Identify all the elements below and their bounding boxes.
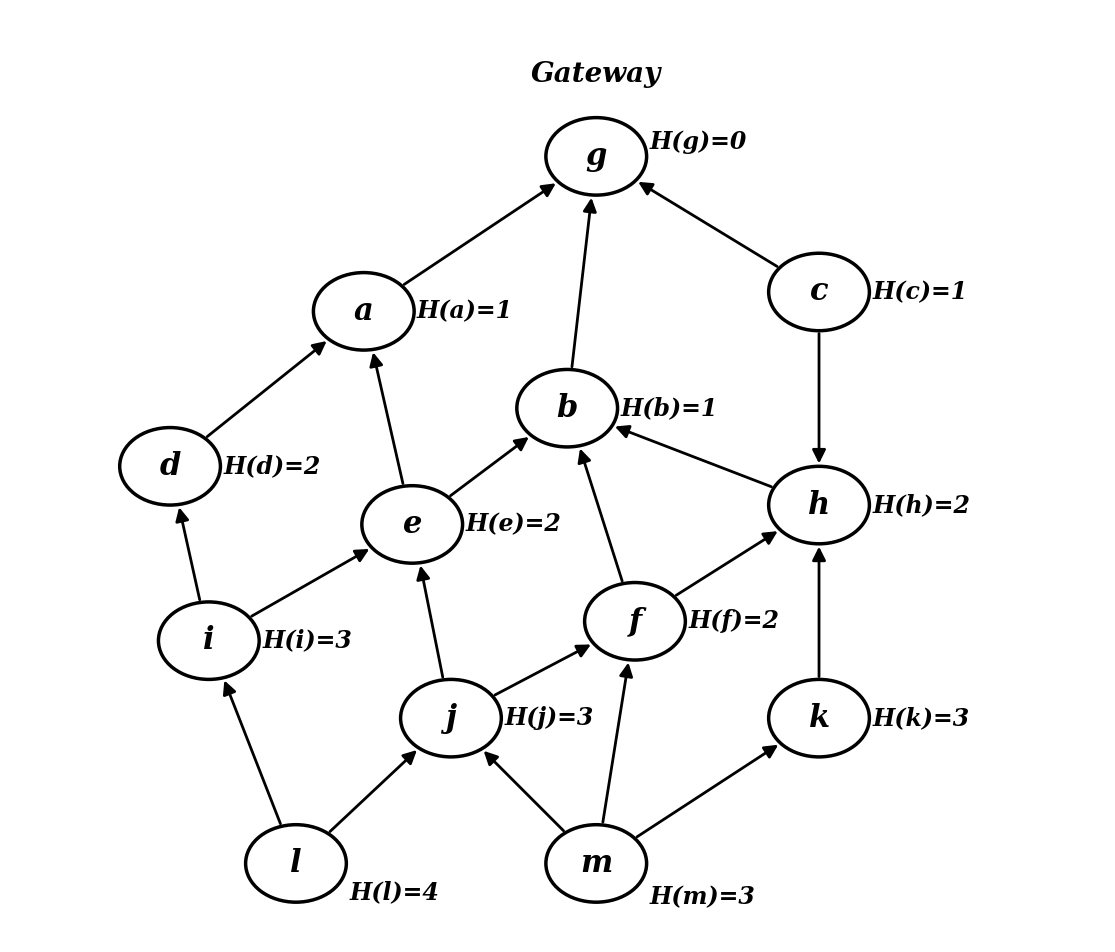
Text: e: e <box>403 509 421 540</box>
Text: k: k <box>808 703 830 734</box>
Ellipse shape <box>546 824 647 902</box>
Text: i: i <box>203 625 214 656</box>
Text: g: g <box>585 141 607 172</box>
Text: H(c)=1: H(c)=1 <box>872 280 968 304</box>
Text: H(b)=1: H(b)=1 <box>620 396 718 420</box>
Ellipse shape <box>546 118 647 195</box>
Text: h: h <box>808 489 830 521</box>
Ellipse shape <box>119 427 221 506</box>
Text: H(d)=2: H(d)=2 <box>223 454 321 478</box>
Text: H(g)=0: H(g)=0 <box>650 129 747 154</box>
Ellipse shape <box>158 602 259 680</box>
Text: b: b <box>556 392 578 424</box>
Ellipse shape <box>517 369 618 446</box>
Text: H(m)=3: H(m)=3 <box>650 885 755 909</box>
Ellipse shape <box>768 253 870 330</box>
Text: H(e)=2: H(e)=2 <box>465 512 561 536</box>
Ellipse shape <box>245 824 347 902</box>
Text: H(i)=3: H(i)=3 <box>262 628 352 653</box>
Ellipse shape <box>400 680 502 757</box>
Text: d: d <box>159 451 181 482</box>
Ellipse shape <box>768 680 870 757</box>
Text: H(h)=2: H(h)=2 <box>872 493 970 517</box>
Text: H(l)=4: H(l)=4 <box>349 881 439 904</box>
Text: H(j)=3: H(j)=3 <box>504 706 593 730</box>
Text: l: l <box>290 848 302 879</box>
Ellipse shape <box>768 466 870 544</box>
Ellipse shape <box>584 583 686 660</box>
Ellipse shape <box>313 272 414 350</box>
Text: f: f <box>629 605 641 637</box>
Ellipse shape <box>362 486 463 564</box>
Text: Gateway: Gateway <box>531 61 661 88</box>
Text: j: j <box>446 703 456 734</box>
Text: a: a <box>353 296 374 327</box>
Text: c: c <box>809 276 828 307</box>
Text: H(a)=1: H(a)=1 <box>417 299 513 324</box>
Text: H(f)=2: H(f)=2 <box>688 609 779 633</box>
Text: m: m <box>580 848 612 879</box>
Text: H(k)=3: H(k)=3 <box>872 706 970 730</box>
